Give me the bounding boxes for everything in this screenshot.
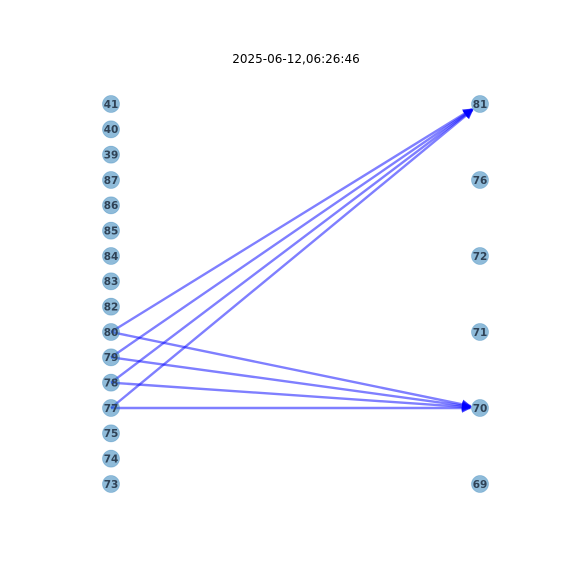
node-circle	[471, 171, 489, 189]
node-label: 84	[104, 251, 119, 263]
node-label: 40	[104, 124, 119, 136]
node-circle	[471, 323, 489, 341]
node-label: 78	[104, 377, 119, 389]
node-circle	[102, 247, 120, 265]
node-left-82: 82	[102, 297, 120, 316]
node-left-78: 78	[102, 373, 120, 392]
edge-78-to-81	[110, 108, 474, 384]
node-circle	[102, 171, 120, 189]
node-circle	[102, 348, 120, 367]
node-circle	[102, 323, 120, 341]
node-circle	[102, 297, 120, 316]
node-circle	[102, 424, 120, 443]
node-circle	[471, 475, 489, 493]
nodes-layer: 41 40 39 87 86 85 84 83 82 80 79 78 77 75 74 73 81 76 72 71…	[102, 95, 489, 493]
node-label: 80	[104, 327, 119, 339]
node-circle	[471, 399, 489, 417]
node-label: 76	[473, 175, 488, 187]
node-left-39: 39	[102, 145, 120, 164]
edges-layer	[110, 107, 474, 413]
edge-79-to-81	[110, 108, 473, 359]
node-left-87: 87	[102, 171, 120, 189]
node-right-76: 76	[471, 171, 489, 189]
node-label: 81	[473, 99, 488, 111]
node-left-84: 84	[102, 247, 120, 265]
node-circle	[102, 272, 120, 291]
node-label: 79	[104, 352, 119, 364]
node-label: 82	[104, 301, 119, 313]
node-right-71: 71	[471, 323, 489, 341]
node-left-73: 73	[102, 475, 120, 493]
node-label: 39	[104, 149, 119, 161]
node-label: 87	[104, 175, 119, 187]
node-left-75: 75	[102, 424, 120, 443]
node-label: 77	[104, 403, 119, 415]
node-label: 74	[104, 453, 119, 465]
node-circle	[471, 95, 489, 113]
node-left-79: 79	[102, 348, 120, 367]
node-right-70: 70	[471, 399, 489, 417]
node-label: 70	[473, 403, 488, 415]
edge-80-to-81	[110, 107, 473, 334]
node-label: 86	[104, 200, 119, 212]
node-label: 71	[473, 327, 488, 339]
node-label: 83	[104, 276, 119, 288]
node-label: 73	[104, 479, 119, 491]
node-left-86: 86	[102, 196, 120, 215]
edge-77-to-81	[110, 109, 474, 409]
node-left-83: 83	[102, 272, 120, 291]
node-left-80: 80	[102, 323, 120, 341]
node-left-41: 41	[102, 95, 120, 113]
node-circle	[102, 221, 120, 240]
graph-title: 2025-06-12,06:26:46	[232, 52, 359, 66]
node-circle	[102, 120, 120, 139]
node-right-72: 72	[471, 247, 489, 265]
node-circle	[102, 95, 120, 113]
node-right-69: 69	[471, 475, 489, 493]
node-right-81: 81	[471, 95, 489, 113]
node-left-85: 85	[102, 221, 120, 240]
edge-79-to-70	[110, 356, 472, 411]
node-label: 69	[473, 479, 488, 491]
node-circle	[102, 475, 120, 493]
node-circle	[102, 145, 120, 164]
edge-78-to-70	[110, 381, 472, 412]
node-label: 72	[473, 251, 488, 263]
node-left-40: 40	[102, 120, 120, 139]
node-label: 75	[104, 428, 119, 440]
node-left-77: 77	[102, 399, 120, 417]
node-left-74: 74	[102, 449, 120, 468]
edge-80-to-70	[110, 330, 472, 410]
node-label: 41	[104, 99, 119, 111]
node-circle	[102, 399, 120, 417]
node-circle	[102, 449, 120, 468]
node-label: 85	[104, 225, 119, 237]
node-circle	[102, 373, 120, 392]
node-circle	[471, 247, 489, 265]
node-circle	[102, 196, 120, 215]
